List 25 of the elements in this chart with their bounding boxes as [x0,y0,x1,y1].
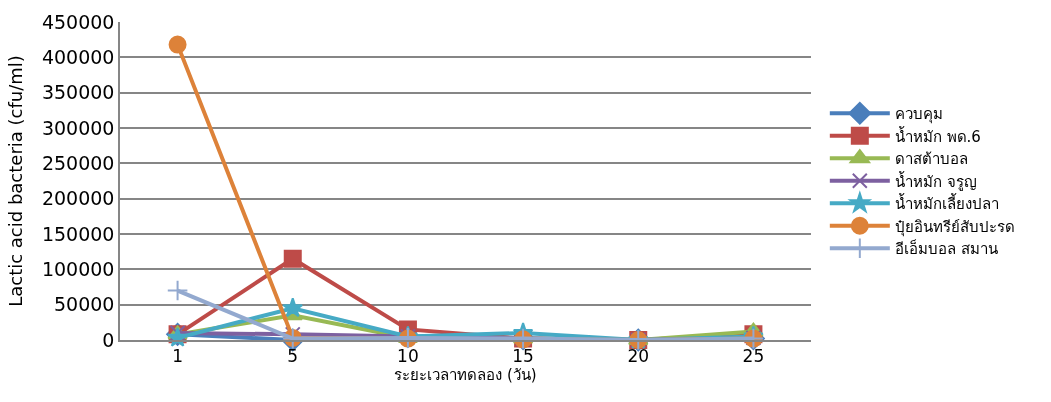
x-axis-title: ระยะเวลาทดลอง (วัน) [394,366,537,385]
legend-label: น้ำหมัก พด.6 [894,125,981,146]
legend-label: ควบคุม [894,105,943,125]
y-tick-label: 450000 [41,10,115,33]
y-tick-label: 150000 [41,222,115,245]
legend-label: อีเอ็มบอล สมาน [894,239,998,259]
x-tick-label: 10 [397,346,419,367]
y-tick-label: 0 [102,328,115,351]
y-tick-label: 50000 [54,293,115,316]
legend-label: น้ำหมัก จรูญ [894,170,977,191]
y-tick-label: 250000 [41,151,115,174]
legend-label: ปุ๋ยอินทรีย์สับปะรด [894,217,1015,237]
y-axis-title: Lactic acid bacteria (cfu/ml) [4,55,26,307]
y-tick-label: 100000 [41,257,115,280]
y-tick-label: 300000 [41,116,115,139]
x-tick-label: 5 [287,346,299,367]
x-tick-label: 20 [627,346,650,367]
x-tick-label: 1 [172,346,183,367]
legend-label: น้ำหมักเลี้ยงปลา [894,193,999,214]
legend-label: ดาสต้าบอล [894,150,968,169]
x-tick-label: 15 [512,346,534,367]
y-tick-label: 200000 [41,187,115,210]
y-tick-label: 350000 [41,81,115,104]
y-tick-label: 400000 [41,45,115,68]
x-tick-label: 25 [742,346,765,367]
